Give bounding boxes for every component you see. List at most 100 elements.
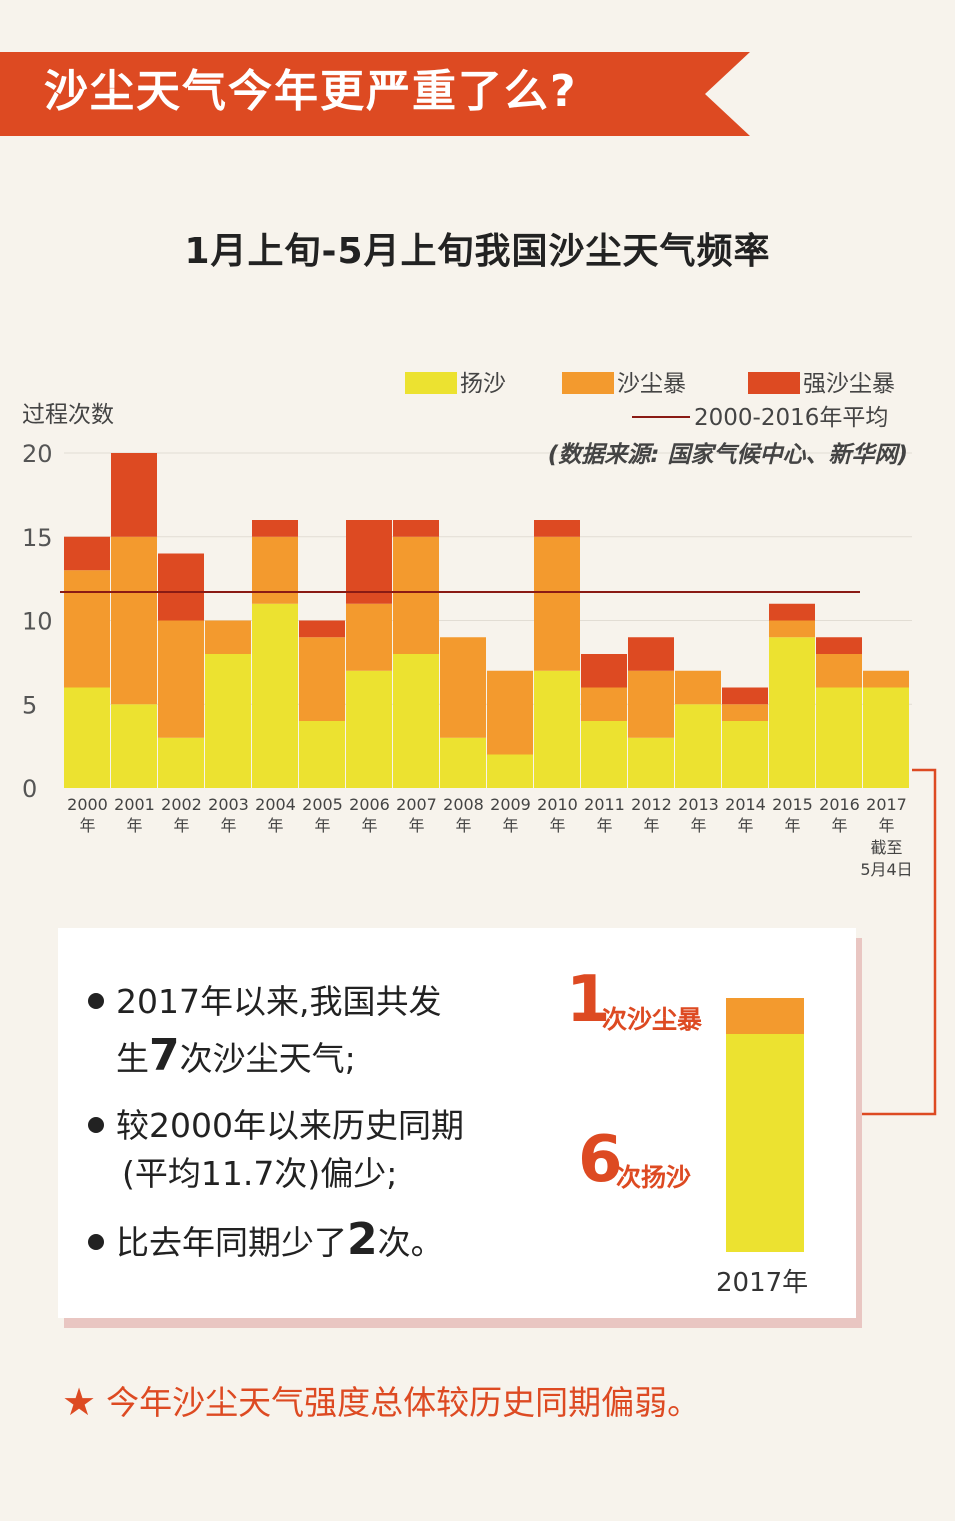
- banner-ribbon: [0, 52, 750, 136]
- bar-2017-series-1: [863, 670, 909, 688]
- bar-2003-series-1: [205, 620, 251, 654]
- summary-bullet-3: 比去年同期少了2次。: [88, 1218, 444, 1265]
- legend-swatch-2: [748, 372, 800, 394]
- bar-2006-series-1: [346, 603, 392, 671]
- bar-2009-series-0: [487, 754, 533, 788]
- legend-label-1: 沙尘暴: [617, 371, 686, 397]
- bar-2010-series-2: [534, 520, 580, 537]
- y-tick-label: 10: [22, 608, 53, 636]
- x-tick-label: 2000: [67, 795, 108, 814]
- bar-2001-series-1: [111, 536, 157, 705]
- bar-2008-series-1: [440, 637, 486, 738]
- bar-2002-series-0: [158, 737, 204, 788]
- x-tick-label: 2014: [725, 795, 766, 814]
- bar-2001-series-0: [111, 704, 157, 788]
- x-tick-suffix: 年: [173, 816, 189, 835]
- x-tick-suffix: 年: [502, 816, 518, 835]
- x-tick-label: 2006: [349, 795, 390, 814]
- bar-2011-series-0: [581, 721, 627, 788]
- legend-average-label: 2000-2016年平均: [694, 405, 888, 431]
- bar-2002-series-2: [158, 553, 204, 621]
- bar-2006-series-0: [346, 670, 392, 788]
- bar-2003-series-0: [205, 654, 251, 788]
- x-tick-suffix: 年: [643, 816, 659, 835]
- x-tick-label: 2004: [255, 795, 296, 814]
- y-tick-label: 0: [22, 775, 37, 803]
- x-tick-suffix: 年: [690, 816, 706, 835]
- summary-line-2: 生7次沙尘天气;: [116, 1030, 356, 1081]
- mini-storm-label: 次沙尘暴: [602, 1005, 703, 1034]
- x-tick-suffix: 年: [79, 816, 95, 835]
- bar-2000-series-0: [64, 687, 110, 788]
- x-tick-suffix: 年: [878, 816, 894, 835]
- x-tick-suffix: 年: [126, 816, 142, 835]
- x-tick-suffix: 年: [784, 816, 800, 835]
- x-tick-label: 2012: [631, 795, 672, 814]
- x-tick-label: 2013: [678, 795, 719, 814]
- summary-card: [58, 928, 856, 1318]
- y-tick-label: 5: [22, 691, 37, 719]
- x-tick-note: 截至: [870, 838, 902, 857]
- bullet-dot-icon: [88, 1233, 104, 1250]
- x-tick-label: 2003: [208, 795, 249, 814]
- x-tick-suffix: 年: [596, 816, 612, 835]
- x-tick-label: 2001: [114, 795, 155, 814]
- bar-2015-series-1: [769, 620, 815, 638]
- summary-line-4: (平均11.7次)偏少;: [122, 1154, 398, 1193]
- bar-2012-series-2: [628, 637, 674, 671]
- bar-2011-series-1: [581, 687, 627, 721]
- star-icon: ★: [62, 1379, 97, 1424]
- bar-2016-series-2: [816, 637, 862, 654]
- bar-2000-series-2: [64, 536, 110, 571]
- bar-2013-series-0: [675, 704, 721, 788]
- x-tick-suffix: 年: [408, 816, 424, 835]
- legend-swatch-0: [405, 372, 457, 394]
- mini-sand-count: 6: [578, 1123, 623, 1197]
- x-tick-label: 2005: [302, 795, 343, 814]
- y-axis-label: 过程次数: [22, 402, 114, 428]
- bar-2007-series-2: [393, 520, 439, 537]
- title-banner: 沙尘天气今年更严重了么?: [0, 52, 750, 136]
- banner-title: 沙尘天气今年更严重了么?: [44, 66, 578, 117]
- bullet-dot-icon: [88, 1116, 104, 1133]
- x-tick-suffix: 年: [455, 816, 471, 835]
- bar-2008-series-0: [440, 737, 486, 788]
- bar-2007-series-0: [393, 654, 439, 788]
- x-tick-label: 2017: [866, 795, 907, 814]
- x-tick-suffix: 年: [314, 816, 330, 835]
- x-tick-suffix: 年: [267, 816, 283, 835]
- bar-2016-series-0: [816, 687, 862, 788]
- bar-2014-series-2: [722, 687, 768, 705]
- footer-note: ★ 今年沙尘天气强度总体较历史同期偏弱。: [62, 1379, 701, 1424]
- y-tick-label: 15: [22, 524, 53, 552]
- x-tick-label: 2011: [584, 795, 625, 814]
- bar-2010-series-1: [534, 536, 580, 671]
- bar-2010-series-0: [534, 670, 580, 788]
- x-tick-note: 5月4日: [860, 860, 912, 879]
- mini-bar-storm: [726, 998, 804, 1034]
- x-tick-label: 2002: [161, 795, 202, 814]
- dust-count: 7: [149, 1030, 180, 1081]
- bar-2015-series-2: [769, 603, 815, 621]
- bar-2012-series-1: [628, 670, 674, 738]
- x-tick-label: 2008: [443, 795, 484, 814]
- summary-bullet-2: 较2000年以来历史同期: [88, 1104, 464, 1148]
- bar-2014-series-0: [722, 721, 768, 788]
- bar-2002-series-1: [158, 620, 204, 738]
- bar-2013-series-1: [675, 670, 721, 705]
- legend-label-0: 扬沙: [460, 371, 506, 397]
- bullet-dot-icon: [88, 992, 104, 1009]
- x-tick-suffix: 年: [737, 816, 753, 835]
- bar-2009-series-1: [487, 670, 533, 755]
- bar-2014-series-1: [722, 704, 768, 721]
- chart-title: 1月上旬-5月上旬我国沙尘天气频率: [184, 231, 771, 272]
- bar-2016-series-1: [816, 654, 862, 688]
- mini-bar-year: 2017年: [716, 1268, 809, 1298]
- x-tick-label: 2010: [537, 795, 578, 814]
- bar-2001-series-2: [111, 453, 157, 537]
- bar-2011-series-2: [581, 654, 627, 688]
- bar-2005-series-1: [299, 637, 345, 721]
- x-tick-suffix: 年: [220, 816, 236, 835]
- x-tick-label: 2009: [490, 795, 531, 814]
- summary-bullet-1: 2017年以来,我国共发: [88, 980, 441, 1024]
